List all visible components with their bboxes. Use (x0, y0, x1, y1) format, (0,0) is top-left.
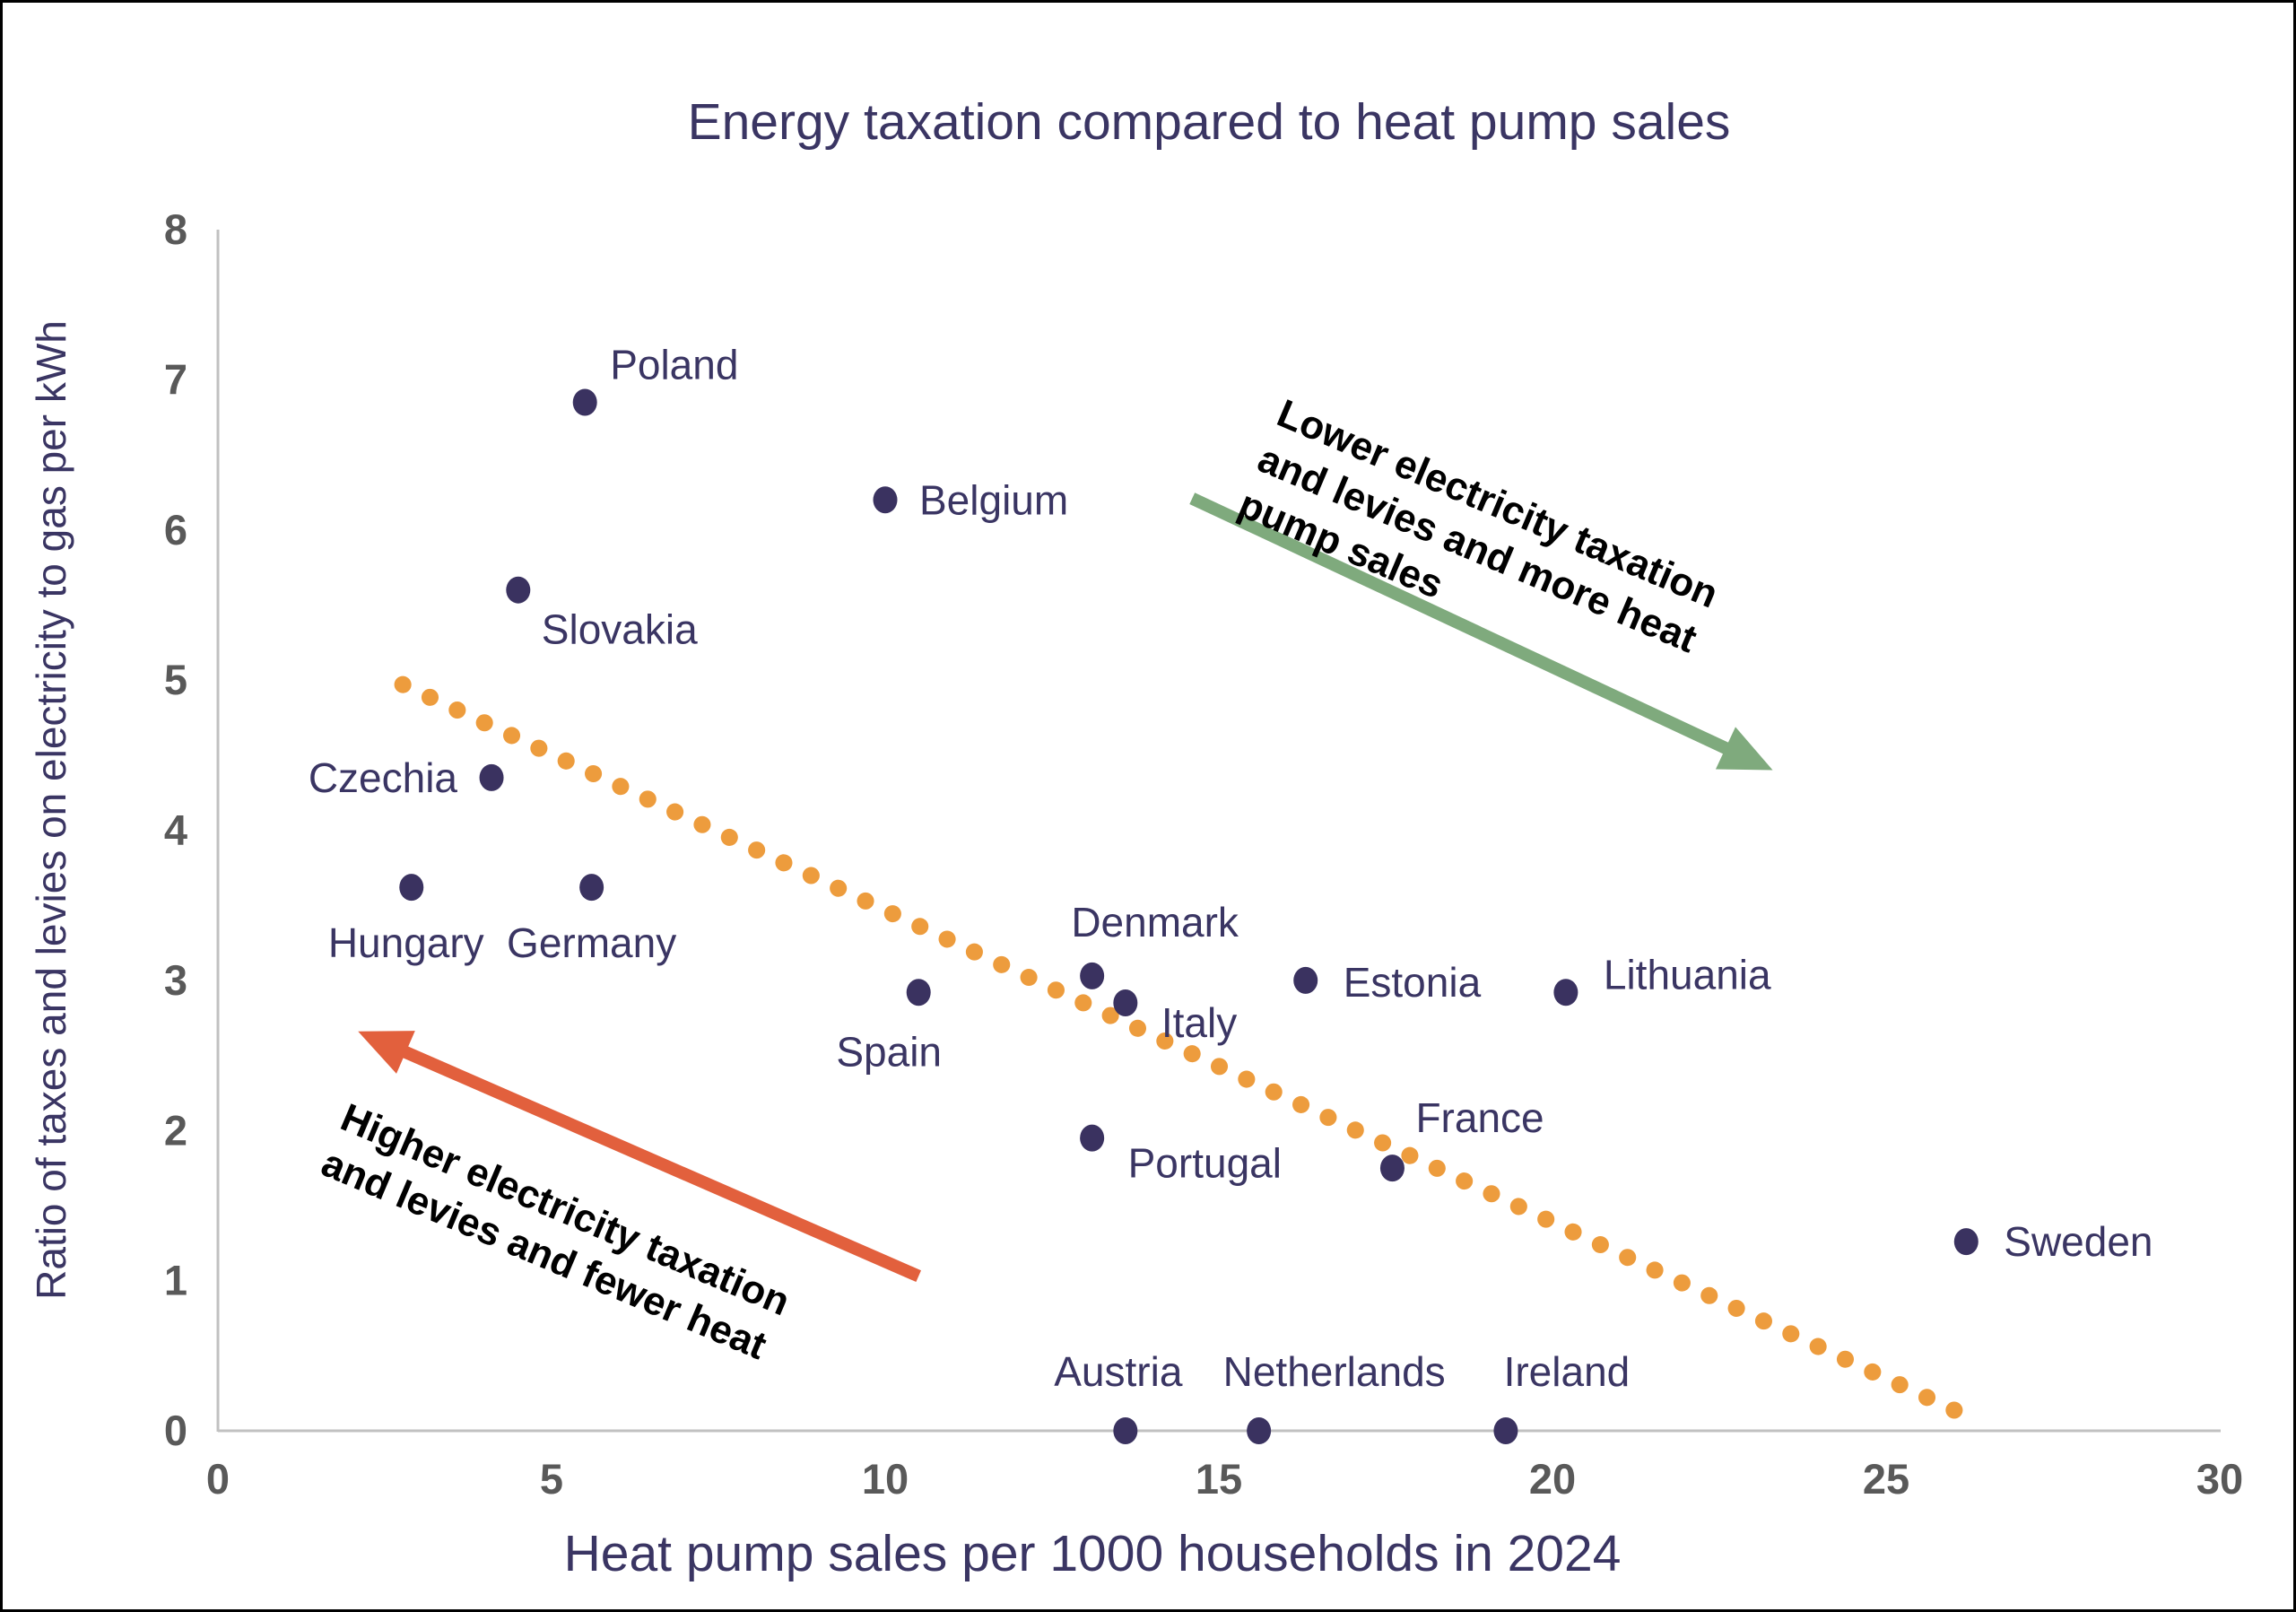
data-point-italy (1113, 989, 1138, 1016)
x-tick-label-20: 20 (1529, 1455, 1576, 1503)
annotation-text-layer: Lower electricity taxationand levies and… (316, 391, 1725, 1370)
chart-title: Energy taxation compared to heat pump sa… (688, 93, 1731, 151)
y-tick-label-7: 7 (164, 355, 187, 403)
data-point-germany (579, 874, 604, 902)
data-point-label-poland: Poland (610, 341, 738, 388)
y-tick-label-6: 6 (164, 506, 187, 553)
data-point-label-belgium: Belgium (919, 476, 1068, 523)
data-point-netherlands (1247, 1417, 1272, 1444)
data-point-label-spain: Spain (836, 1028, 942, 1075)
data-point-sweden (1953, 1228, 1979, 1256)
x-tick-label-10: 10 (862, 1455, 909, 1503)
y-tick-label-3: 3 (164, 956, 187, 1004)
lower-taxation-arrow-head (1715, 727, 1773, 771)
x-tick-label-30: 30 (2196, 1455, 2243, 1503)
scatter-chart: Energy taxation compared to heat pump sa… (28, 93, 2243, 1582)
data-point-label-estonia: Estonia (1344, 959, 1482, 1006)
data-point-ireland (1493, 1417, 1518, 1444)
data-point-portugal (1080, 1124, 1105, 1152)
higher-taxation-annotation-text: Higher electricity taxationand levies an… (316, 1095, 796, 1370)
data-point-label-austria: Austria (1054, 1348, 1183, 1395)
x-tick-label-0: 0 (206, 1455, 230, 1503)
y-tick-label-8: 8 (164, 205, 187, 253)
x-axis-title: Heat pump sales per 1000 households in 2… (564, 1525, 1622, 1582)
data-point-lithuania (1553, 979, 1578, 1006)
annotation-arrow-layer (358, 492, 1773, 1283)
y-tick-label-0: 0 (164, 1407, 187, 1454)
lower-taxation-annotation-text: Lower electricity taxationand levies and… (1232, 391, 1724, 708)
data-point-label-czechia: Czechia (309, 754, 458, 801)
x-tick-label-15: 15 (1196, 1455, 1242, 1503)
data-point-label-hungary: Hungary (328, 919, 484, 966)
y-tick-label-2: 2 (164, 1106, 187, 1154)
trend-line (394, 675, 1975, 1425)
x-tick-label-5: 5 (540, 1455, 563, 1503)
data-point-label-slovakia: Slovakia (542, 606, 698, 653)
data-point-label-germany: Germany (507, 919, 676, 966)
data-point-slovakia (506, 576, 531, 604)
higher-taxation-arrow-shaft (396, 1043, 922, 1283)
x-tick-label-25: 25 (1863, 1455, 1909, 1503)
country-label-layer: Poland Belgium Slovakia Czechia Hungary Germa… (309, 341, 2153, 1395)
data-point-label-lithuania: Lithuania (1604, 951, 1771, 998)
data-point-france (1379, 1155, 1405, 1182)
data-point-label-portugal: Portugal (1128, 1140, 1282, 1187)
data-point-spain (906, 979, 931, 1006)
y-axis-title: Ratio of taxes and levies on electricity… (28, 320, 74, 1300)
data-point-czechia (479, 763, 504, 791)
data-point-austria (1113, 1417, 1138, 1444)
data-point-belgium (873, 486, 898, 514)
data-point-label-italy: Italy (1161, 999, 1237, 1046)
data-point-estonia (1293, 966, 1318, 994)
data-point-label-netherlands: Netherlands (1223, 1348, 1446, 1395)
trend-line-layer (394, 675, 1975, 1425)
y-tick-label-1: 1 (164, 1257, 187, 1304)
lower-taxation-arrow-shaft (1189, 492, 1735, 757)
data-point-denmark (1080, 962, 1105, 989)
data-point-label-france: France (1415, 1094, 1544, 1141)
y-tick-label-4: 4 (164, 806, 187, 854)
data-point-label-ireland: Ireland (1504, 1348, 1631, 1395)
tick-label-layer: 0 5 10 15 20 25 30 0 1 2 3 4 5 6 7 8 (164, 205, 2243, 1503)
data-point-hungary (399, 874, 424, 902)
higher-taxation-arrow-head (358, 1031, 415, 1074)
data-point-layer (399, 388, 1979, 1444)
y-tick-label-5: 5 (164, 656, 187, 703)
data-point-label-sweden: Sweden (2004, 1218, 2152, 1265)
data-point-label-denmark: Denmark (1071, 899, 1239, 945)
data-point-poland (572, 388, 597, 416)
